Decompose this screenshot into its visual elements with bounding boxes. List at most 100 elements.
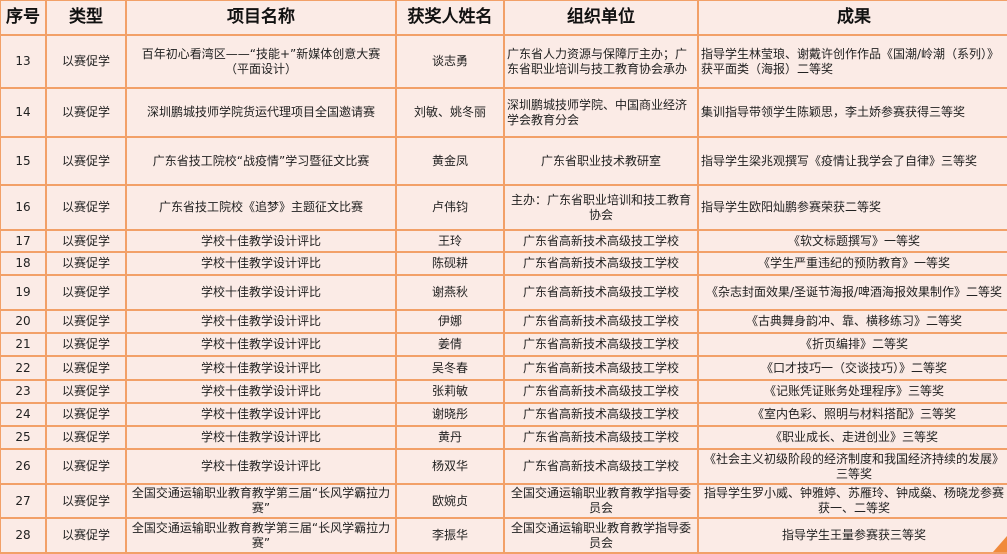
- cell-type: 以赛促学: [45, 136, 127, 186]
- cell-org: 全国交通运输职业教育教学指导委员会: [503, 483, 699, 519]
- cell-no: 27: [0, 483, 47, 519]
- cell-result: 《职业成长、走进创业》三等奖: [697, 425, 1007, 450]
- table-row: 14 以赛促学 深圳鹏城技师学院货运代理项目全国邀请赛 刘敏、姚冬丽 深圳鹏城技师学院、…: [0, 87, 1007, 138]
- cell-winner: 吴冬春: [395, 355, 505, 381]
- header-org: 组织单位: [503, 0, 699, 36]
- cell-project: 学校十佳教学设计评比: [125, 274, 397, 311]
- cell-type: 以赛促学: [45, 425, 127, 450]
- cell-org: 广东省职业技术教研室: [503, 136, 699, 186]
- cell-project: 学校十佳教学设计评比: [125, 448, 397, 485]
- cell-no: 20: [0, 309, 47, 334]
- cell-no: 15: [0, 136, 47, 186]
- cell-winner: 李振华: [395, 517, 505, 554]
- table-row: 26 以赛促学 学校十佳教学设计评比 杨双华 广东省高新技术高级技工学校 《社会主义初级阶…: [0, 448, 1007, 485]
- cell-org: 广东省高新技术高级技工学校: [503, 379, 699, 404]
- cell-project: 广东省技工院校“战疫情”学习暨征文比赛: [125, 136, 397, 186]
- cell-winner: 黄金凤: [395, 136, 505, 186]
- cell-project: 学校十佳教学设计评比: [125, 425, 397, 450]
- header-type: 类型: [45, 0, 127, 36]
- cell-result: 《古典舞身韵冲、靠、横移练习》二等奖: [697, 309, 1007, 334]
- cell-type: 以赛促学: [45, 332, 127, 357]
- cell-type: 以赛促学: [45, 402, 127, 427]
- cell-no: 28: [0, 517, 47, 554]
- cell-org: 广东省高新技术高级技工学校: [503, 274, 699, 311]
- cell-no: 13: [0, 34, 47, 89]
- cell-no: 19: [0, 274, 47, 311]
- cell-result: 指导学生梁兆观撰写《疫情让我学会了自律》三等奖: [697, 136, 1007, 186]
- cell-project: 百年初心看湾区——“技能+”新媒体创意大赛 （平面设计）: [125, 34, 397, 89]
- cell-type: 以赛促学: [45, 251, 127, 276]
- cell-project: 全国交通运输职业教育教学第三届“长风学霸拉力赛”: [125, 483, 397, 519]
- cell-type: 以赛促学: [45, 483, 127, 519]
- cell-winner: 黄丹: [395, 425, 505, 450]
- cell-no: 17: [0, 229, 47, 253]
- header-no: 序号: [0, 0, 47, 36]
- cell-type: 以赛促学: [45, 229, 127, 253]
- cell-result: 《学生严重违纪的预防教育》一等奖: [697, 251, 1007, 276]
- cell-result: 《口才技巧一（交谈技巧）》二等奖: [697, 355, 1007, 381]
- cell-winner: 王玲: [395, 229, 505, 253]
- header-row: 序号 类型 项目名称 获奖人姓名 组织单位 成果: [0, 0, 1007, 36]
- cell-type: 以赛促学: [45, 309, 127, 334]
- cell-project: 广东省技工院校《追梦》主题征文比赛: [125, 184, 397, 231]
- header-winner: 获奖人姓名: [395, 0, 505, 36]
- corner-decoration: [993, 536, 1007, 552]
- cell-result: 《软文标题撰写》一等奖: [697, 229, 1007, 253]
- cell-winner: 张莉敏: [395, 379, 505, 404]
- cell-result: 集训指导带领学生陈颖思，李土娇参赛获得三等奖: [697, 87, 1007, 138]
- cell-project: 全国交通运输职业教育教学第三届“长风学霸拉力赛”: [125, 517, 397, 554]
- table-row: 18 以赛促学 学校十佳教学设计评比 陈砚耕 广东省高新技术高级技工学校 《学生严重违纪的…: [0, 251, 1007, 276]
- table-row: 21 以赛促学 学校十佳教学设计评比 姜倩 广东省高新技术高级技工学校 《折页编排》二等奖: [0, 332, 1007, 357]
- cell-winner: 姜倩: [395, 332, 505, 357]
- cell-result: 《折页编排》二等奖: [697, 332, 1007, 357]
- table-row: 19 以赛促学 学校十佳教学设计评比 谢燕秋 广东省高新技术高级技工学校 《杂志封面效果/…: [0, 274, 1007, 311]
- cell-project: 深圳鹏城技师学院货运代理项目全国邀请赛: [125, 87, 397, 138]
- cell-org: 广东省高新技术高级技工学校: [503, 355, 699, 381]
- cell-result: 《社会主义初级阶段的经济制度和我国经济持续的发展》三等奖: [697, 448, 1007, 485]
- cell-winner: 陈砚耕: [395, 251, 505, 276]
- cell-org: 广东省人力资源与保障厅主办；广东省职业培训与技工教育协会承办: [503, 34, 699, 89]
- cell-org: 广东省高新技术高级技工学校: [503, 309, 699, 334]
- table-row: 13 以赛促学 百年初心看湾区——“技能+”新媒体创意大赛 （平面设计） 谈志勇 广东省…: [0, 34, 1007, 89]
- cell-org: 深圳鹏城技师学院、中国商业经济学会教育分会: [503, 87, 699, 138]
- cell-no: 18: [0, 251, 47, 276]
- header-result: 成果: [697, 0, 1007, 36]
- cell-org: 广东省高新技术高级技工学校: [503, 425, 699, 450]
- table-row: 24 以赛促学 学校十佳教学设计评比 谢晓彤 广东省高新技术高级技工学校 《室内色彩、照明…: [0, 402, 1007, 427]
- cell-winner: 谢晓彤: [395, 402, 505, 427]
- cell-no: 26: [0, 448, 47, 485]
- cell-no: 22: [0, 355, 47, 381]
- cell-type: 以赛促学: [45, 517, 127, 554]
- cell-org: 全国交通运输职业教育教学指导委员会: [503, 517, 699, 554]
- table-row: 22 以赛促学 学校十佳教学设计评比 吴冬春 广东省高新技术高级技工学校 《口才技巧一（交…: [0, 355, 1007, 381]
- cell-type: 以赛促学: [45, 379, 127, 404]
- cell-project: 学校十佳教学设计评比: [125, 309, 397, 334]
- cell-winner: 谈志勇: [395, 34, 505, 89]
- cell-winner: 伊娜: [395, 309, 505, 334]
- cell-no: 16: [0, 184, 47, 231]
- cell-result: 指导学生林莹琅、谢戴许创作作品《国潮/岭潮（系列）》获平面类（海报）二等奖: [697, 34, 1007, 89]
- table-row: 16 以赛促学 广东省技工院校《追梦》主题征文比赛 卢伟钧 主办：广东省职业培训和技工教…: [0, 184, 1007, 231]
- cell-no: 23: [0, 379, 47, 404]
- cell-project: 学校十佳教学设计评比: [125, 355, 397, 381]
- cell-no: 24: [0, 402, 47, 427]
- cell-project: 学校十佳教学设计评比: [125, 379, 397, 404]
- cell-result: 指导学生王量参赛获三等奖: [697, 517, 1007, 554]
- cell-type: 以赛促学: [45, 274, 127, 311]
- cell-project: 学校十佳教学设计评比: [125, 251, 397, 276]
- cell-type: 以赛促学: [45, 184, 127, 231]
- table-row: 23 以赛促学 学校十佳教学设计评比 张莉敏 广东省高新技术高级技工学校 《记账凭证账务处…: [0, 379, 1007, 404]
- cell-org: 广东省高新技术高级技工学校: [503, 229, 699, 253]
- table-row: 27 以赛促学 全国交通运输职业教育教学第三届“长风学霸拉力赛” 欧婉贞 全国交通运输职…: [0, 483, 1007, 519]
- cell-type: 以赛促学: [45, 448, 127, 485]
- table-row: 20 以赛促学 学校十佳教学设计评比 伊娜 广东省高新技术高级技工学校 《古典舞身韵冲、靠…: [0, 309, 1007, 334]
- cell-type: 以赛促学: [45, 34, 127, 89]
- cell-no: 21: [0, 332, 47, 357]
- table-row: 25 以赛促学 学校十佳教学设计评比 黄丹 广东省高新技术高级技工学校 《职业成长、走进创…: [0, 425, 1007, 450]
- cell-winner: 谢燕秋: [395, 274, 505, 311]
- table-row: 17 以赛促学 学校十佳教学设计评比 王玲 广东省高新技术高级技工学校 《软文标题撰写》一…: [0, 229, 1007, 253]
- cell-project: 学校十佳教学设计评比: [125, 229, 397, 253]
- cell-result: 指导学生欧阳灿鹏参赛荣获二等奖: [697, 184, 1007, 231]
- cell-org: 广东省高新技术高级技工学校: [503, 251, 699, 276]
- cell-winner: 欧婉贞: [395, 483, 505, 519]
